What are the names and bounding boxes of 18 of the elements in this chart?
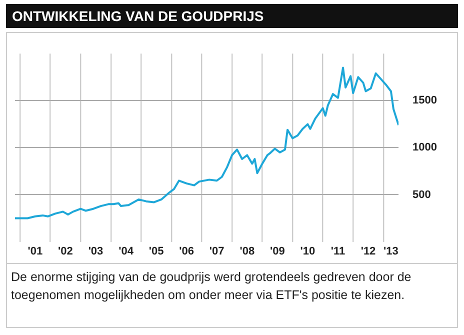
x-tick-label: '07 [209, 245, 224, 258]
x-tick-label: '13 [384, 245, 398, 258]
y-tick-label: 1500 [412, 94, 438, 107]
x-tick-label: '01 [28, 245, 43, 258]
chart-title: ONTWIKKELING VAN DE GOUDPRIJS [6, 4, 458, 28]
x-tick-label: '08 [240, 245, 255, 258]
text: De enorme stijging van de goudprijs werd grotendeels gedreven door de toegenomen mogelijkheden om onder meer via ETF's positie te kiezen. [6, 264, 458, 328]
x-tick-label: '10 [300, 245, 316, 258]
x-tick-label: '02 [58, 245, 73, 258]
x-tick-label: '09 [270, 245, 285, 258]
y-tick-label: 500 [412, 188, 431, 201]
x-tick-label: '04 [118, 245, 134, 258]
x-tick-label: '06 [179, 245, 194, 258]
x-tick-label: '11 [330, 245, 346, 258]
x-tick-label: '03 [88, 245, 104, 258]
x-tick-label: '12 [360, 245, 376, 258]
x-tick-label: '05 [148, 245, 164, 258]
y-tick-label: 1000 [412, 142, 438, 154]
